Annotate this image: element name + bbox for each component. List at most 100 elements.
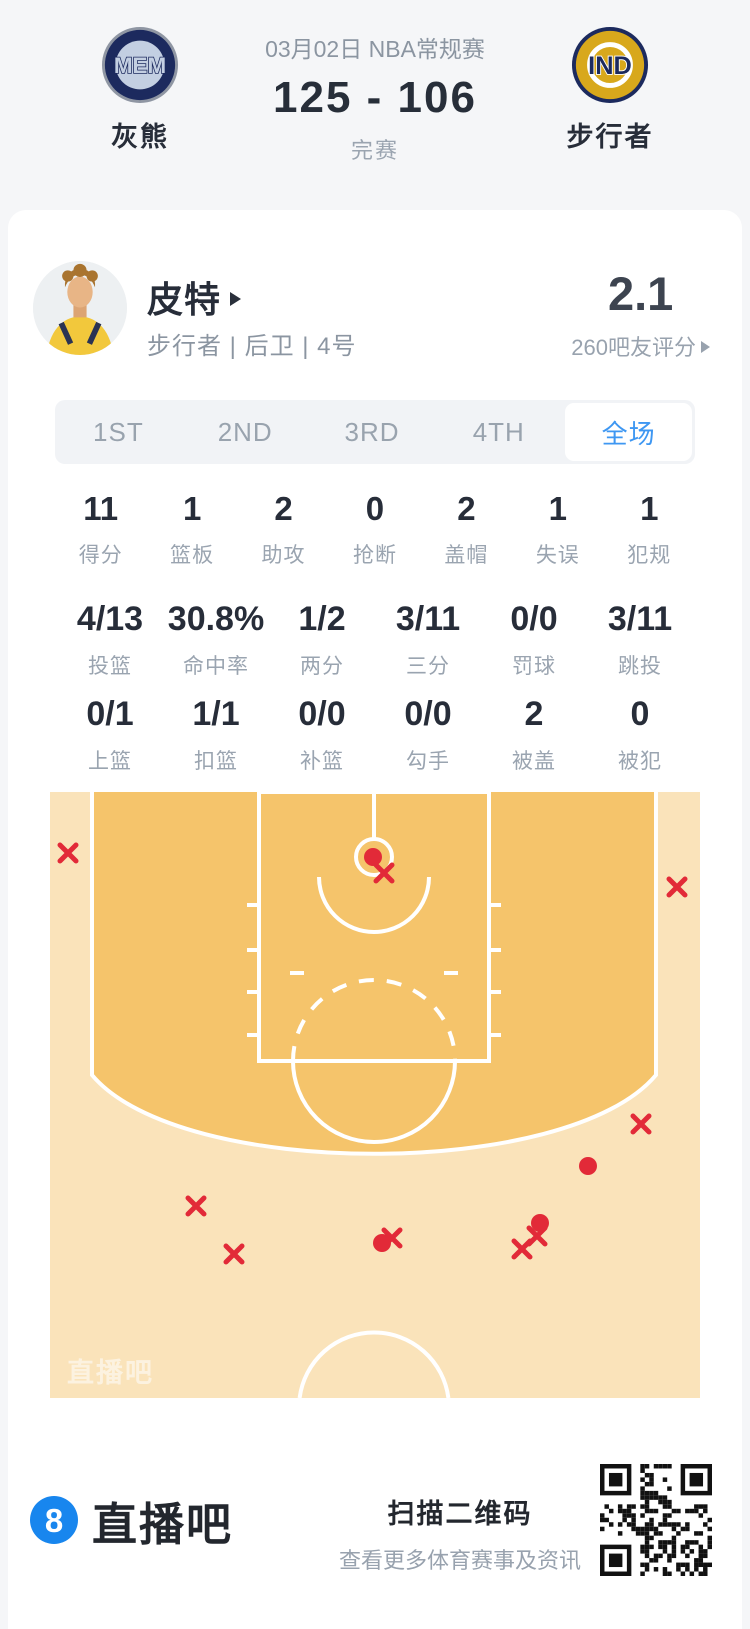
stat-value: 1 (548, 490, 567, 527)
stat-label: 上篮 (88, 750, 132, 773)
stats-row-basic: 11 得分 1 篮板 2 助攻 0 抢断 2 盖帽 1 失误 1 犯规 (55, 492, 695, 569)
tab-3rd[interactable]: 3RD (344, 416, 400, 447)
court-watermark: 直播吧 (67, 1358, 154, 1388)
team-home: MEM 灰熊 (65, 26, 215, 154)
stat-label: 抢断 (352, 544, 397, 567)
ind-logo-text: IND (588, 52, 632, 80)
stat-value: 4/13 (76, 600, 144, 638)
stat-label: 篮板 (170, 544, 215, 567)
stat-label: 被犯 (618, 750, 662, 773)
stat-跳投: 3/11 跳投 (587, 602, 693, 680)
stat-label: 补篮 (300, 750, 344, 773)
stat-value: 30.8% (167, 600, 265, 638)
stat-label: 罚球 (512, 655, 556, 678)
rating-block[interactable]: 2.1 260吧友评分 (571, 270, 710, 362)
player-avatar[interactable] (33, 261, 127, 355)
player-name-row[interactable]: 皮特 (147, 271, 242, 323)
team-away: IND 步行者 (535, 26, 685, 154)
stat-投篮: 4/13 投篮 (57, 602, 163, 680)
zhibo8-logo-badge: 8 (44, 1501, 64, 1539)
ind-logo-icon: IND (571, 26, 649, 104)
free-throw-circle-solid (291, 1060, 457, 1144)
stats-row-shooting: 4/13 投篮 30.8% 命中率 1/2 两分 3/11 三分 0/0 罚球 3/11 跳投 (57, 602, 693, 680)
missed-shot-mark (630, 1113, 652, 1135)
missed-shot-mark (666, 876, 688, 898)
stat-被盖: 2 被盖 (481, 697, 587, 775)
player-name: 皮特 (147, 279, 222, 320)
stat-两分: 1/2 两分 (269, 602, 375, 680)
rim-circle (354, 837, 394, 877)
player-photo-icon (33, 261, 127, 355)
mem-logo-text: MEM (114, 53, 166, 78)
stat-label: 被盖 (512, 750, 556, 773)
scan-subtitle: 查看更多体育赛事及资讯 (338, 1548, 581, 1573)
shot-chart-court: 直播吧 (50, 792, 700, 1398)
away-team-name: 步行者 (566, 122, 654, 152)
stat-篮板: 1 篮板 (146, 492, 237, 569)
three-point-line (90, 792, 658, 1156)
rating-note: 260吧友评分 (571, 330, 710, 362)
rating-value: 2.1 (607, 267, 674, 320)
stat-value: 0 (630, 695, 650, 733)
stat-label: 投篮 (88, 655, 132, 678)
missed-shot-mark (381, 1227, 403, 1249)
stat-value: 3/11 (395, 600, 461, 638)
player-switch-caret-icon (230, 291, 242, 306)
stat-label: 两分 (300, 655, 344, 678)
stat-助攻: 2 助攻 (238, 492, 329, 569)
match-score: 125 - 106 (273, 73, 477, 122)
stats-row-detail: 0/1 上篮 1/1 扣篮 0/0 补篮 0/0 勾手 2 被盖 0 被犯 (57, 697, 693, 775)
restricted-area-arc (317, 876, 431, 934)
missed-shot-mark (223, 1243, 245, 1265)
stat-value: 11 (83, 490, 119, 527)
lane-hash-marks (247, 903, 501, 1037)
stat-勾手: 0/0 勾手 (375, 697, 481, 775)
stat-失误: 1 失误 (512, 492, 603, 569)
rating-note-text: 260吧友评分 (571, 335, 696, 360)
missed-shot-mark (57, 842, 79, 864)
stat-上篮: 0/1 上篮 (57, 697, 163, 775)
stat-label: 得分 (78, 544, 123, 567)
stat-label: 失误 (535, 544, 580, 567)
rating-caret-icon (701, 341, 710, 353)
stat-value: 0/1 (86, 695, 134, 733)
free-throw-circle-dashed (291, 978, 457, 1062)
missed-shot-mark (511, 1238, 533, 1260)
stat-label: 犯规 (627, 544, 672, 567)
stat-value: 1 (640, 490, 659, 527)
player-info: 步行者 | 后卫 | 4号 (147, 333, 357, 360)
match-date: 03月02日 NBA常规赛 (265, 36, 485, 62)
zhibo8-logo-icon: 8 (30, 1496, 78, 1544)
stat-盖帽: 2 盖帽 (421, 492, 512, 569)
quarter-tab-bar: 1ST 2ND 3RD 4TH 全场 (55, 400, 695, 464)
tab-全场[interactable]: 全场 (565, 403, 692, 461)
stat-补篮: 0/0 补篮 (269, 697, 375, 775)
tab-4th[interactable]: 4TH (472, 416, 525, 447)
stat-扣篮: 1/1 扣篮 (163, 697, 269, 775)
stat-value: 3/11 (607, 600, 673, 638)
match-summary: 03月02日 NBA常规赛 125 - 106 完赛 (215, 30, 535, 165)
stat-命中率: 30.8% 命中率 (163, 602, 269, 680)
stat-value: 0 (365, 490, 385, 527)
tab-2nd[interactable]: 2ND (217, 416, 273, 447)
made-shot-mark (364, 848, 382, 866)
stat-犯规: 1 犯规 (604, 492, 695, 569)
stat-label: 扣篮 (194, 750, 238, 773)
scan-title: 扫描二维码 (387, 1499, 533, 1529)
court-inner-area (92, 792, 656, 1154)
mem-logo-icon: MEM (101, 26, 179, 104)
tab-1st[interactable]: 1ST (93, 416, 144, 447)
footer-brand: 直播吧 (92, 1498, 234, 1550)
stat-label: 命中率 (183, 655, 249, 678)
stat-label: 助攻 (261, 544, 306, 567)
made-shot-mark (579, 1157, 597, 1175)
stat-value: 0/0 (404, 695, 452, 733)
stat-value: 2 (274, 490, 293, 527)
qr-code (600, 1464, 712, 1576)
stat-罚球: 0/0 罚球 (481, 602, 587, 680)
shot-marks-layer (57, 842, 688, 1265)
stat-label: 勾手 (406, 750, 450, 773)
stat-value: 2 (457, 490, 476, 527)
stat-value: 0/0 (510, 600, 558, 638)
